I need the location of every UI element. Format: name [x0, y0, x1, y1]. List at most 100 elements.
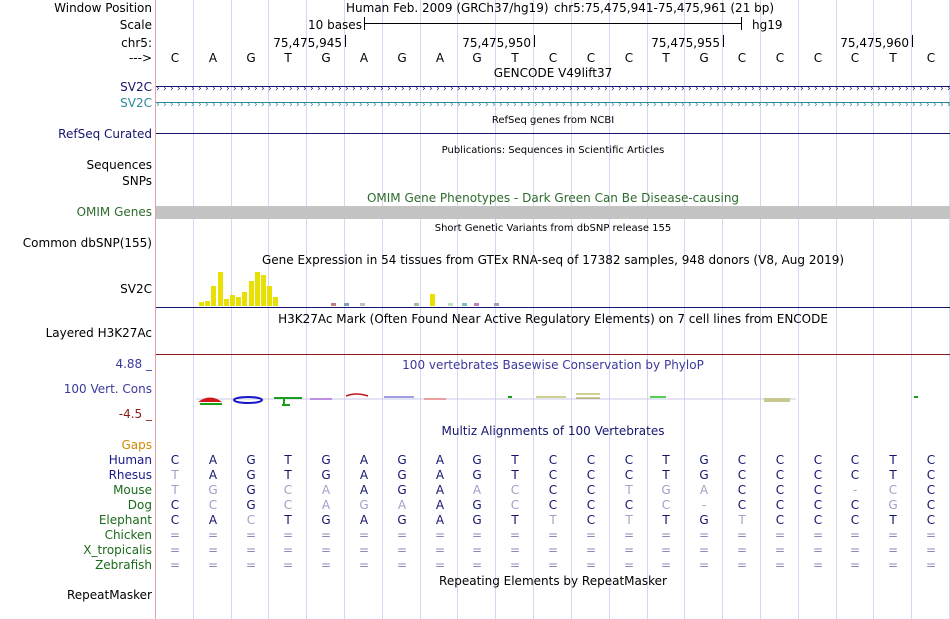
track-label-omim[interactable]: OMIM Genes [76, 205, 152, 219]
strand-chevron: › [730, 100, 734, 110]
strand-chevron: › [541, 84, 545, 94]
alignment-base: T [549, 513, 557, 527]
gtex-bar[interactable] [223, 299, 229, 306]
coordinate-label: 75,475,945 [273, 36, 342, 50]
alignment-base: C [775, 498, 785, 512]
gtex-bar[interactable] [267, 286, 273, 306]
strand-chevron: › [219, 100, 223, 110]
gtex-bar[interactable] [236, 297, 242, 306]
gtex-bar[interactable] [199, 302, 204, 306]
sv2c-gene-line[interactable] [156, 86, 950, 87]
gtex-bar[interactable] [474, 303, 479, 306]
alignment-base: G [246, 453, 256, 467]
track-label-sv2c-gtex[interactable]: SV2C [120, 282, 152, 296]
track-label-gaps[interactable]: Gaps [121, 438, 152, 452]
strand-chevron: › [842, 84, 846, 94]
strand-chevron: › [737, 100, 741, 110]
alignment-base: G [321, 453, 331, 467]
strand-chevron: › [520, 84, 524, 94]
alignment-base: = [320, 543, 332, 557]
alignment-base: - [701, 498, 707, 512]
gtex-bar[interactable] [331, 303, 336, 306]
strand-chevron: › [289, 100, 293, 110]
species-label-dog[interactable]: Dog [127, 498, 152, 512]
gtex-bar[interactable] [273, 297, 279, 306]
species-label-chicken[interactable]: Chicken [104, 528, 152, 542]
track-label-repeatmasker[interactable]: RepeatMasker [66, 588, 152, 602]
strand-chevron: › [499, 84, 503, 94]
window-position-label: Window Position [54, 1, 152, 15]
alignment-base: A [321, 483, 331, 497]
gtex-bar[interactable] [430, 294, 435, 306]
alignment-base: A [359, 483, 369, 497]
strand-chevron: › [373, 100, 377, 110]
gtex-bar[interactable] [242, 292, 248, 306]
alignment-base: = [660, 543, 672, 557]
species-label-rhesus[interactable]: Rhesus [108, 468, 152, 482]
gtex-bar[interactable] [414, 303, 419, 306]
alignment-base: C [661, 498, 671, 512]
track-label-sequences[interactable]: Sequences [86, 158, 152, 172]
grid-line [495, 0, 496, 619]
species-label-mouse[interactable]: Mouse [113, 483, 152, 497]
strand-chevron: › [513, 100, 517, 110]
gtex-bar[interactable] [248, 281, 254, 306]
gtex-bar[interactable] [211, 286, 217, 306]
strand-chevron: › [548, 84, 552, 94]
gtex-bar[interactable] [205, 301, 211, 306]
strand-chevron: › [499, 100, 503, 110]
alignment-base: = [623, 528, 635, 542]
strand-chevron: › [415, 84, 419, 94]
alignment-base: T [889, 513, 897, 527]
species-label-zebrafish[interactable]: Zebrafish [95, 558, 152, 572]
alignment-base: = [434, 528, 446, 542]
alignment-base: = [547, 558, 559, 572]
alignment-base: = [396, 543, 408, 557]
track-label-common-dbsnp[interactable]: Common dbSNP(155) [22, 236, 152, 250]
gtex-bar[interactable] [448, 303, 453, 306]
strand-chevron: › [366, 84, 370, 94]
alignment-base: = [774, 528, 786, 542]
track-label-vert-cons[interactable]: 100 Vert. Cons [63, 382, 152, 396]
alignment-base: C [813, 468, 823, 482]
alignment-base: T [662, 453, 670, 467]
sv2c-gene-alt-line[interactable] [156, 102, 950, 103]
alignment-base: T [511, 513, 519, 527]
strand-chevron: › [562, 84, 566, 94]
strand-chevron: › [933, 84, 937, 94]
strand-chevron: › [611, 100, 615, 110]
alignment-base: = [169, 558, 181, 572]
alignment-base: G [359, 498, 369, 512]
track-label-sv2c-gencode[interactable]: SV2C [120, 80, 152, 94]
track-label-refseq[interactable]: RefSeq Curated [58, 127, 152, 141]
track-label-snps[interactable]: SNPs [122, 174, 152, 188]
track-label-layered-h3k27ac[interactable]: Layered H3K27Ac [45, 326, 152, 340]
strand-chevron: › [247, 100, 251, 110]
track-label-sv2c-gencode-alt[interactable]: SV2C [120, 96, 152, 110]
strand-chevron: › [450, 84, 454, 94]
phylop-graph[interactable] [156, 385, 950, 410]
refseq-gene-line[interactable] [156, 133, 950, 134]
omim-gene-bar[interactable] [156, 206, 950, 219]
gtex-bar[interactable] [344, 303, 349, 306]
gtex-bar[interactable] [254, 272, 260, 306]
track-display[interactable]: Human Feb. 2009 (GRCh37/hg19) chr5:75,47… [156, 0, 950, 619]
reference-base: T [889, 51, 897, 65]
gtex-bar[interactable] [360, 303, 365, 306]
strand-chevron: › [478, 100, 482, 110]
gtex-bar[interactable] [230, 295, 235, 306]
gtex-bar[interactable] [462, 303, 467, 306]
alignment-base: = [434, 543, 446, 557]
species-label-elephant[interactable]: Elephant [98, 513, 152, 527]
gtex-bar[interactable] [217, 272, 223, 306]
alignment-base: - [852, 483, 858, 497]
publications-title: Publications: Sequences in Scientific Ar… [441, 145, 665, 156]
gtex-expression-chart[interactable] [156, 266, 950, 306]
gtex-bar[interactable] [494, 303, 499, 306]
reference-base: C [170, 51, 180, 65]
alignment-base: C [926, 453, 936, 467]
scale-db: hg19 [752, 18, 783, 32]
species-label-human[interactable]: Human [108, 453, 152, 467]
species-label-x_tropicalis[interactable]: X_tropicalis [83, 543, 152, 557]
gtex-bar[interactable] [261, 275, 266, 306]
